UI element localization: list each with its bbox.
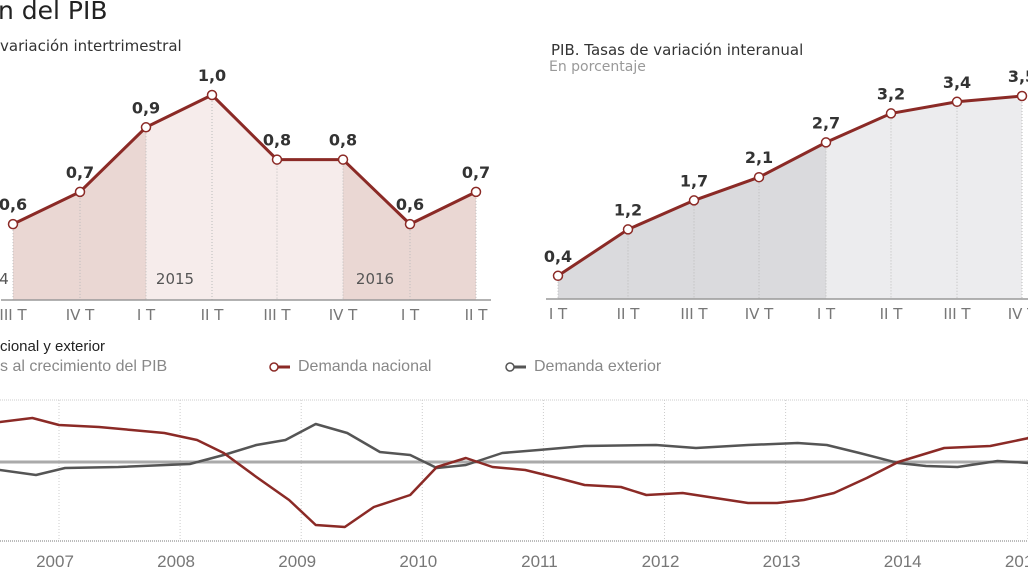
x-tick-label: I T: [549, 305, 568, 323]
area-band-1: [146, 95, 343, 300]
legend-marker-icon: [269, 362, 290, 372]
data-point: [885, 108, 897, 119]
chart2-subtitle: En porcentaje: [549, 59, 646, 75]
series-line-demanda-exterior: [0, 422, 1028, 477]
series-line: [557, 94, 1023, 278]
data-point: [7, 218, 19, 230]
x-tick-label: 2008: [157, 552, 195, 571]
series-line-demanda-nacional: [0, 416, 1028, 529]
data-point: [951, 96, 963, 108]
x-tick-label: III T: [0, 306, 27, 324]
x-tick-label: 2015: [1005, 552, 1028, 571]
data-point: [404, 218, 416, 230]
x-tick-label: 2009: [278, 552, 316, 571]
x-tick-label: 2011: [521, 552, 558, 571]
x-tick-label: II T: [880, 305, 904, 323]
chart1-subtitle: variación intertrimestral: [0, 37, 182, 55]
data-label: 1,7: [680, 171, 708, 190]
x-tick-label: I T: [137, 306, 156, 324]
data-point: [206, 89, 218, 101]
data-label: 3,5: [1008, 67, 1028, 86]
data-label: 2,7: [812, 113, 840, 132]
x-tick-label: I T: [401, 306, 420, 324]
x-tick-label: IV T: [745, 305, 774, 323]
x-tick-label: II T: [465, 306, 489, 324]
legend-demanda-nacional: Demanda nacional: [268, 358, 431, 376]
data-point: [337, 154, 349, 165]
series-line: [12, 93, 477, 226]
data-label: 1,0: [198, 66, 226, 85]
data-label: 0,8: [329, 131, 357, 150]
data-point: [1016, 90, 1028, 102]
x-tick-label: IV T: [1008, 305, 1028, 323]
x-tick-label: III T: [680, 305, 708, 323]
data-point: [688, 195, 700, 206]
data-label: 3,2: [877, 84, 905, 103]
data-label: 0,6: [0, 195, 27, 214]
x-tick-label: 2007: [36, 552, 74, 571]
page-title: n del PIB: [0, 0, 108, 25]
legend-label: Demanda nacional: [298, 358, 432, 375]
data-point: [753, 171, 765, 183]
x-tick-label: 2014: [884, 552, 922, 571]
legend-label: Demanda exterior: [534, 358, 662, 375]
year-label: 2016: [356, 270, 394, 288]
area-band-2: [343, 159, 476, 300]
data-label: 0,7: [462, 163, 490, 182]
x-tick-label: 2010: [399, 552, 437, 571]
x-tick-label: III T: [943, 305, 971, 323]
x-tick-label: 2012: [642, 552, 680, 571]
data-label: 0,6: [396, 195, 424, 214]
data-point: [140, 122, 152, 133]
data-point: [470, 186, 482, 198]
data-label: 0,8: [263, 131, 291, 150]
area-band-1: [826, 96, 1022, 299]
data-label: 0,7: [66, 163, 94, 182]
chart3-subtitle: s al crecimiento del PIB: [0, 358, 168, 375]
chart2-title: PIB. Tasas de variación interanual: [551, 41, 804, 59]
x-tick-label: III T: [263, 306, 291, 324]
legend-marker-icon: [505, 362, 526, 372]
data-label: 0,9: [132, 98, 160, 117]
x-tick-label: II T: [201, 306, 225, 324]
data-point: [271, 154, 283, 165]
legend-demanda-exterior: Demanda exterior: [504, 358, 661, 376]
area-band-0: [558, 142, 826, 299]
data-label: 0,4: [544, 247, 572, 266]
x-tick-label: I T: [817, 305, 836, 323]
x-tick-label: 2013: [763, 552, 801, 571]
data-point: [74, 186, 86, 198]
year-label: 4: [0, 270, 9, 288]
x-tick-label: IV T: [66, 306, 95, 324]
data-label: 1,2: [614, 200, 642, 219]
data-label: 2,1: [745, 148, 773, 167]
x-tick-label: IV T: [329, 306, 358, 324]
data-point: [622, 224, 634, 235]
chart3-title: cional y exterior: [0, 338, 106, 355]
data-label: 3,4: [943, 73, 971, 92]
year-label: 2015: [156, 270, 194, 288]
data-point: [552, 270, 564, 282]
data-point: [820, 137, 832, 148]
x-tick-label: II T: [617, 305, 641, 323]
